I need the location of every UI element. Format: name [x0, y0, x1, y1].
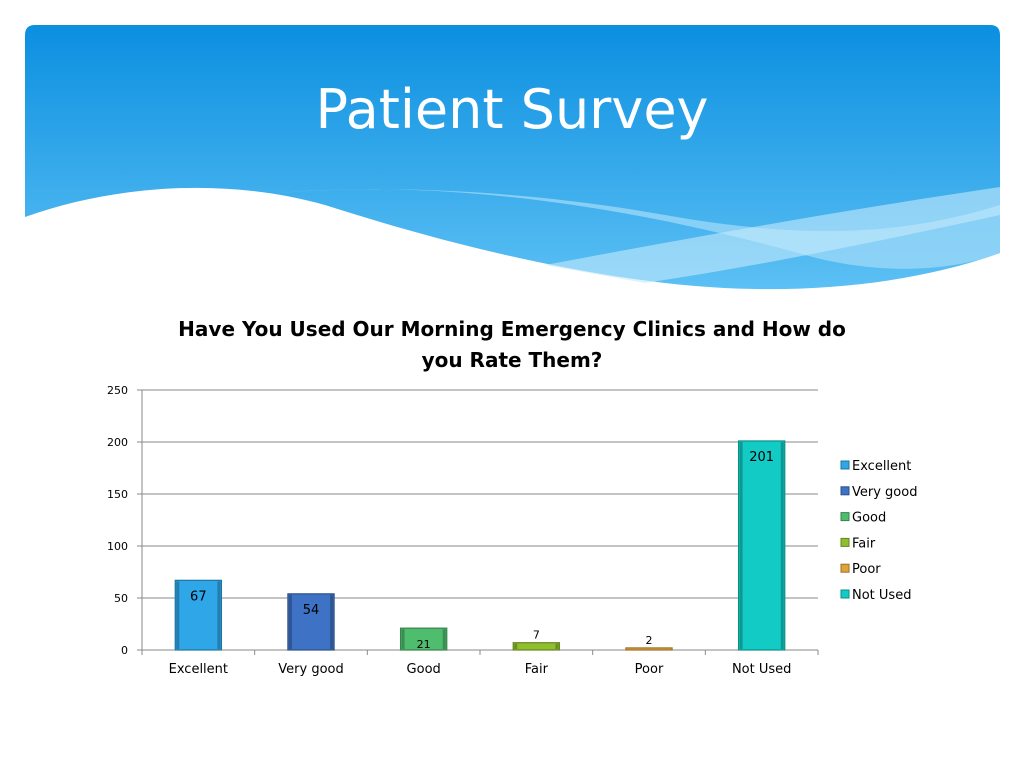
legend-label: Fair [852, 536, 876, 551]
data-label: 21 [417, 638, 431, 651]
x-tick-label: Fair [525, 662, 549, 677]
bar-bevel [330, 594, 334, 649]
legend-swatch [840, 460, 850, 470]
legend-label: Not Used [852, 588, 911, 603]
legend-label: Good [852, 511, 886, 526]
y-tick-label: 250 [107, 384, 128, 397]
bar-bevel [442, 629, 446, 649]
chart-title-line-1: Have You Used Our Morning Emergency Clin… [178, 317, 846, 341]
bar-bevel [288, 594, 292, 649]
bar-bevel [176, 581, 180, 649]
bar-bevel [514, 643, 518, 649]
header-background [25, 25, 1000, 290]
legend-swatch [840, 589, 850, 599]
x-tick-label: Good [407, 662, 441, 677]
bar-bevel [739, 441, 743, 649]
bar-bevel [780, 441, 784, 649]
data-label: 2 [646, 634, 653, 647]
legend-label: Excellent [852, 459, 911, 474]
legend-swatch [840, 486, 850, 496]
y-tick-label: 0 [121, 644, 128, 657]
bar [399, 627, 448, 651]
legend-label: Poor [852, 562, 881, 577]
bar [512, 642, 561, 651]
chart-title-line-2: you Rate Them? [421, 348, 603, 372]
page-title: Patient Survey [315, 78, 709, 141]
x-tick-label: Poor [635, 662, 664, 677]
data-label: 7 [533, 629, 540, 642]
bar-bevel [217, 581, 221, 649]
legend-swatch [840, 563, 850, 573]
bar-bevel [401, 629, 405, 649]
x-tick-label: Very good [278, 662, 343, 677]
data-label: 54 [303, 603, 320, 618]
data-label: 67 [190, 589, 207, 604]
x-tick-label: Excellent [169, 662, 228, 677]
y-tick-label: 200 [107, 436, 128, 449]
data-label: 201 [749, 450, 774, 465]
bar [287, 593, 335, 651]
bar [174, 579, 223, 651]
bar [625, 647, 673, 651]
header-wave-pale [545, 187, 1000, 283]
legend-swatch [840, 537, 850, 547]
x-tick-label: Not Used [732, 662, 791, 677]
legend-label: Very good [852, 485, 917, 500]
bar-bevel [555, 643, 559, 649]
y-tick-label: 100 [107, 540, 128, 553]
bar [737, 440, 786, 651]
y-tick-label: 150 [107, 488, 128, 501]
header-banner [25, 25, 1000, 290]
chart-title: Have You Used Our Morning Emergency Clin… [170, 314, 854, 376]
y-tick-label: 50 [114, 592, 128, 605]
legend-swatch [840, 512, 850, 522]
